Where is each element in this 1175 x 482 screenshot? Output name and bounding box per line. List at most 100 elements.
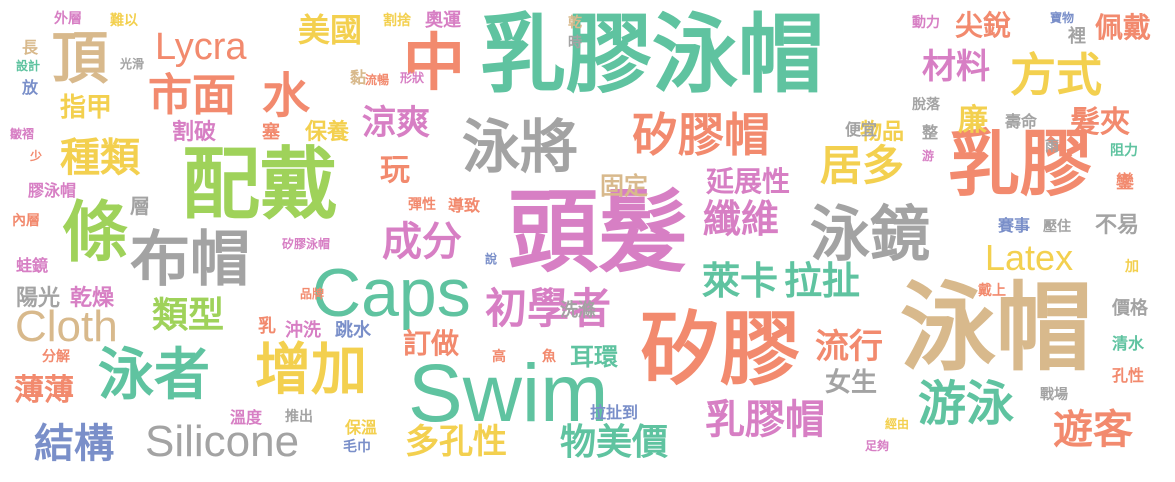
word: 阻力: [1110, 143, 1138, 159]
word: 動力: [912, 15, 940, 31]
word: 纖維: [703, 197, 780, 241]
word: 放: [22, 78, 39, 97]
word: 內層: [12, 213, 40, 229]
word: 尖銳: [955, 9, 1012, 42]
word: 頂: [52, 27, 108, 92]
word: 奧運: [425, 10, 461, 31]
word: 中: [403, 26, 466, 99]
word: 泳者: [98, 343, 210, 408]
word: 指甲: [60, 93, 113, 123]
word: 陽光: [16, 286, 61, 311]
word: 乳膠泳帽: [480, 5, 824, 105]
word: 魚: [542, 349, 556, 365]
word: 物美價: [560, 422, 669, 463]
word: 物品: [860, 120, 905, 145]
word: 佩戴: [1095, 11, 1152, 44]
word: 乳: [258, 316, 276, 337]
word: 外層: [54, 11, 82, 27]
word: 游泳: [918, 376, 1015, 432]
word: 雨: [1045, 139, 1059, 155]
word: 拉扯: [784, 259, 861, 303]
word: 塞: [262, 122, 280, 143]
word: Cloth: [15, 302, 118, 351]
word: 美國: [298, 11, 363, 49]
word: 寶物: [1050, 11, 1075, 25]
word: 玩: [380, 153, 410, 188]
word: 條: [62, 194, 128, 271]
word: 類型: [152, 295, 225, 336]
word: 泳將: [462, 113, 579, 181]
word: 割破: [172, 120, 217, 145]
word: 矽膠泳帽: [282, 237, 331, 251]
word: 形狀: [400, 71, 425, 85]
word: 布帽: [130, 225, 250, 295]
word: 初學者: [485, 284, 612, 333]
word: 推出: [285, 409, 313, 425]
word: 設計: [16, 59, 41, 73]
word: Caps: [312, 255, 471, 331]
word: 女生: [825, 368, 878, 398]
word: 髮夾: [1070, 105, 1130, 140]
word: 矽膠帽: [632, 108, 770, 162]
word: 泳鏡: [810, 200, 930, 270]
word: 不易: [1095, 213, 1140, 238]
word: 膠泳帽: [28, 181, 77, 200]
word: 壽命: [1005, 112, 1038, 131]
word: 跳水: [335, 320, 371, 341]
word: 時: [568, 35, 582, 51]
word: 涼爽: [362, 103, 430, 143]
word: 皺褶: [10, 127, 35, 141]
word: 保溫: [345, 418, 378, 437]
word: 材料: [922, 47, 990, 87]
word: 鑾: [1116, 172, 1134, 193]
word: 保養: [305, 120, 350, 145]
word: 增加: [255, 338, 367, 403]
word: 品牌: [300, 287, 325, 301]
word: 延展性: [706, 165, 791, 198]
word: 經由: [885, 417, 910, 431]
word: 加: [1125, 259, 1139, 275]
word: 萊卡: [702, 259, 779, 303]
word: 泳帽: [900, 272, 1092, 384]
word: Swim: [408, 348, 609, 439]
word: Silicone: [145, 417, 300, 466]
word: 孔性: [1112, 366, 1145, 385]
word: 矽膠: [640, 303, 800, 396]
word: 乳膠帽: [705, 397, 825, 443]
word: 流行: [815, 327, 883, 367]
word: Latex: [985, 237, 1074, 278]
word: 溫度: [230, 408, 263, 427]
word: Lycra: [155, 26, 247, 68]
word: 居多: [820, 141, 905, 190]
word: 廉: [958, 103, 988, 138]
word: 黏: [350, 68, 367, 87]
word: 遊客: [1053, 407, 1133, 453]
word: 難以: [110, 13, 138, 29]
word: 耳環: [570, 343, 618, 371]
word: 光滑: [120, 57, 145, 71]
word: 賽事: [998, 216, 1031, 235]
word: 高: [492, 349, 506, 365]
word: 多孔性: [405, 422, 507, 462]
word: 便宜: [845, 120, 878, 139]
word: 壓住: [1043, 219, 1071, 235]
word: 水: [262, 68, 311, 124]
word: 整: [922, 123, 939, 142]
word: 配戴: [182, 140, 339, 230]
word: 沖洗: [285, 320, 321, 341]
word: 方式: [1010, 48, 1102, 102]
word: 說: [485, 252, 498, 266]
word: 價格: [1112, 298, 1148, 319]
word: 少: [30, 149, 43, 163]
word: 成分: [382, 219, 462, 265]
word: 清水: [1112, 334, 1145, 353]
word: 固定: [600, 172, 648, 200]
word: 洗滌: [560, 300, 596, 321]
word: 分解: [42, 349, 70, 365]
word: 乾: [568, 15, 582, 31]
word: 脫落: [912, 97, 940, 113]
word: 乾燥: [70, 286, 115, 311]
word: 薄薄: [14, 373, 74, 408]
word: 游: [922, 149, 935, 163]
word: 拉扯到: [590, 403, 639, 422]
